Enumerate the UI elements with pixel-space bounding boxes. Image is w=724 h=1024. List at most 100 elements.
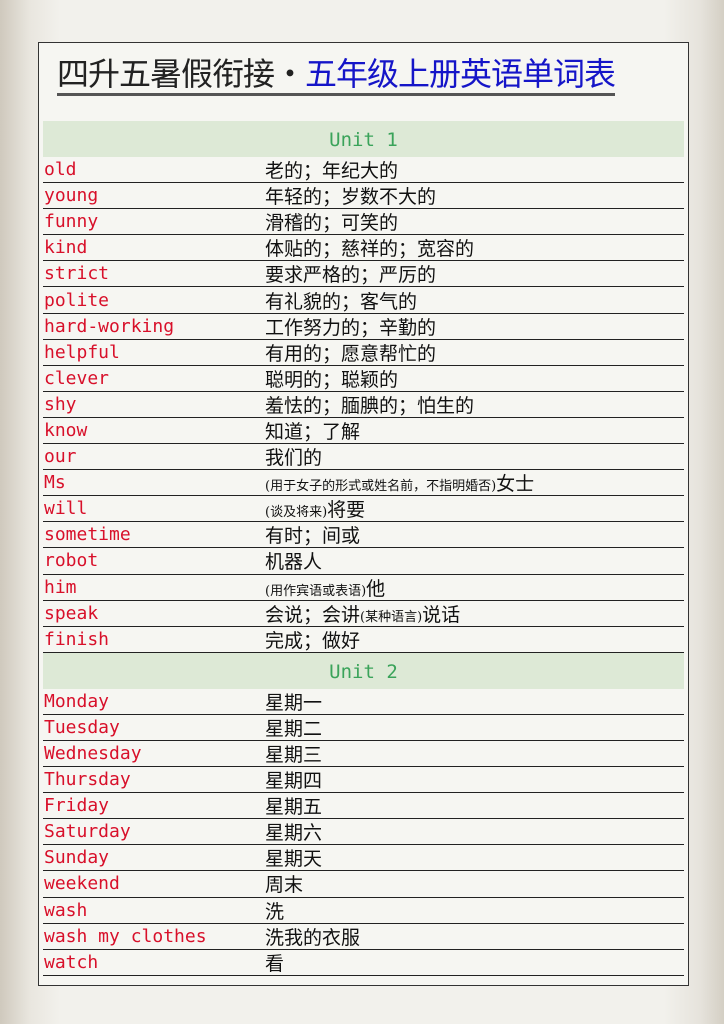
english-word: Saturday: [44, 821, 131, 843]
table-row: Saturday 星期六: [43, 819, 684, 846]
meaning-text: 完成；做好: [265, 629, 361, 652]
table-row: wash 洗: [43, 898, 684, 924]
table-row: helpful 有用的；愿意帮忙的: [43, 340, 684, 366]
english-word: our: [44, 446, 77, 468]
meaning-text: 工作努力的；辛勤的: [265, 316, 437, 339]
chinese-meaning: 要求严格的；严厉的: [265, 260, 436, 287]
table-row: will (谈及将来)将要: [43, 496, 684, 523]
table-row: wash my clothes 洗我的衣服: [43, 924, 684, 950]
table-row: funny 滑稽的；可笑的: [43, 208, 684, 236]
chinese-meaning: 年轻的；岁数不大的: [265, 182, 436, 209]
title-part-2: 五年级上册英语单词表: [305, 55, 616, 93]
english-word: Wednesday: [44, 743, 142, 765]
meaning-text: 星期二: [265, 717, 323, 740]
table-row: Wednesday 星期三: [43, 740, 684, 768]
chinese-meaning: 星期二: [265, 714, 322, 741]
table-row: know 知道；了解: [43, 417, 684, 445]
english-word: kind: [44, 237, 88, 259]
english-word: old: [44, 159, 77, 181]
meaning-text: 星期一: [265, 691, 323, 714]
meaning-text: 他: [366, 577, 386, 600]
table-row: sometime 有时；间或: [43, 521, 684, 549]
table-row: our 我们的: [43, 444, 684, 471]
english-word: weekend: [44, 873, 120, 895]
english-word: hard-working: [44, 315, 175, 337]
table-row: Thursday 星期四: [43, 767, 684, 794]
table-row: Ms (用于女子的形式或姓名前，不指明婚否)女士: [43, 469, 684, 497]
document-page: 四升五暑假衔接・五年级上册英语单词表 Unit 1 old 老的；年纪大的 young…: [38, 42, 689, 986]
chinese-meaning: (用作宾语或表语)他: [265, 574, 385, 601]
english-word: clever: [44, 367, 110, 389]
english-word: robot: [44, 550, 99, 572]
table-row: finish 完成；做好: [43, 627, 684, 653]
table-row: polite 有礼貌的；客气的: [43, 287, 684, 314]
meaning-text: 星期六: [265, 822, 323, 845]
english-word: finish: [44, 628, 110, 650]
chinese-meaning: 知道；了解: [265, 417, 360, 444]
chinese-meaning: 星期三: [265, 740, 322, 767]
meaning-text: 体贴的；慈祥的；宽容的: [265, 238, 475, 261]
chinese-meaning: (用于女子的形式或姓名前，不指明婚否)女士: [265, 469, 534, 496]
meaning-text: 有用的；愿意帮忙的: [265, 342, 437, 365]
unit-header: Unit 2: [43, 652, 684, 689]
meaning-text: 周末: [265, 874, 304, 897]
table-row: young 年轻的；岁数不大的: [43, 182, 684, 210]
english-word: him: [44, 576, 77, 598]
chinese-meaning: 洗我的衣服: [265, 923, 360, 950]
page-title: 四升五暑假衔接・五年级上册英语单词表: [57, 55, 616, 96]
english-word: shy: [44, 393, 77, 415]
chinese-meaning: 有用的；愿意帮忙的: [265, 339, 436, 366]
meaning-text: 年轻的；岁数不大的: [265, 186, 437, 209]
table-row: strict 要求严格的；严厉的: [43, 260, 684, 288]
meaning-note: (某种语言): [360, 609, 423, 625]
table-row: Sunday 星期天: [43, 844, 684, 872]
english-word: Tuesday: [44, 716, 120, 738]
english-word: watch: [44, 951, 99, 973]
chinese-meaning: 周末: [265, 870, 303, 897]
chinese-meaning: 有礼貌的；客气的: [265, 287, 417, 314]
chinese-meaning: 滑稽的；可笑的: [265, 208, 398, 235]
meaning-text: 说话: [422, 603, 461, 626]
english-word: Ms: [44, 472, 66, 494]
chinese-meaning: 有时；间或: [265, 521, 360, 548]
table-row: kind 体贴的；慈祥的；宽容的: [43, 234, 684, 262]
english-word: wash my clothes: [44, 925, 207, 947]
english-word: helpful: [44, 341, 120, 363]
meaning-text: 将要: [327, 499, 366, 522]
unit-header: Unit 1: [43, 121, 684, 157]
table-row: old 老的；年纪大的: [43, 156, 684, 184]
table-row: clever 聪明的；聪颖的: [43, 366, 684, 392]
english-word: Thursday: [44, 769, 131, 791]
meaning-text: 我们的: [265, 447, 323, 470]
chinese-meaning: 机器人: [265, 547, 322, 574]
chinese-meaning: 看: [265, 949, 284, 976]
chinese-meaning: 星期五: [265, 792, 322, 819]
meaning-text: 羞怯的；腼腆的；怕生的: [265, 394, 475, 417]
table-row: watch 看: [43, 950, 684, 976]
chinese-meaning: 体贴的；慈祥的；宽容的: [265, 234, 474, 261]
meaning-text: 星期五: [265, 796, 323, 819]
meaning-text: 洗我的衣服: [265, 926, 361, 949]
title-part-1: 四升五暑假衔接・: [57, 55, 306, 93]
chinese-meaning: 老的；年纪大的: [265, 156, 398, 183]
english-word: know: [44, 419, 88, 441]
english-word: young: [44, 185, 99, 207]
chinese-meaning: 星期一: [265, 688, 322, 715]
meaning-note: (用于女子的形式或姓名前，不指明婚否): [265, 479, 497, 495]
table-row: robot 机器人: [43, 547, 684, 575]
meaning-text: 要求严格的；严厉的: [265, 264, 437, 287]
english-word: will: [44, 498, 88, 520]
english-word: funny: [44, 211, 99, 233]
english-word: Sunday: [44, 847, 110, 869]
table-row: speak 会说；会讲(某种语言)说话: [43, 601, 684, 627]
meaning-text: 有礼貌的；客气的: [265, 290, 418, 313]
table-row: shy 羞怯的；腼腆的；怕生的: [43, 392, 684, 418]
table-row: Friday 星期五: [43, 792, 684, 820]
meaning-text: 有时；间或: [265, 525, 361, 548]
meaning-text: 会说；会讲: [265, 603, 361, 626]
chinese-meaning: 洗: [265, 897, 284, 924]
chinese-meaning: 星期天: [265, 844, 322, 871]
chinese-meaning: 完成；做好: [265, 626, 360, 653]
chinese-meaning: 聪明的；聪颖的: [265, 365, 398, 392]
meaning-note: (用作宾语或表语): [265, 583, 367, 599]
